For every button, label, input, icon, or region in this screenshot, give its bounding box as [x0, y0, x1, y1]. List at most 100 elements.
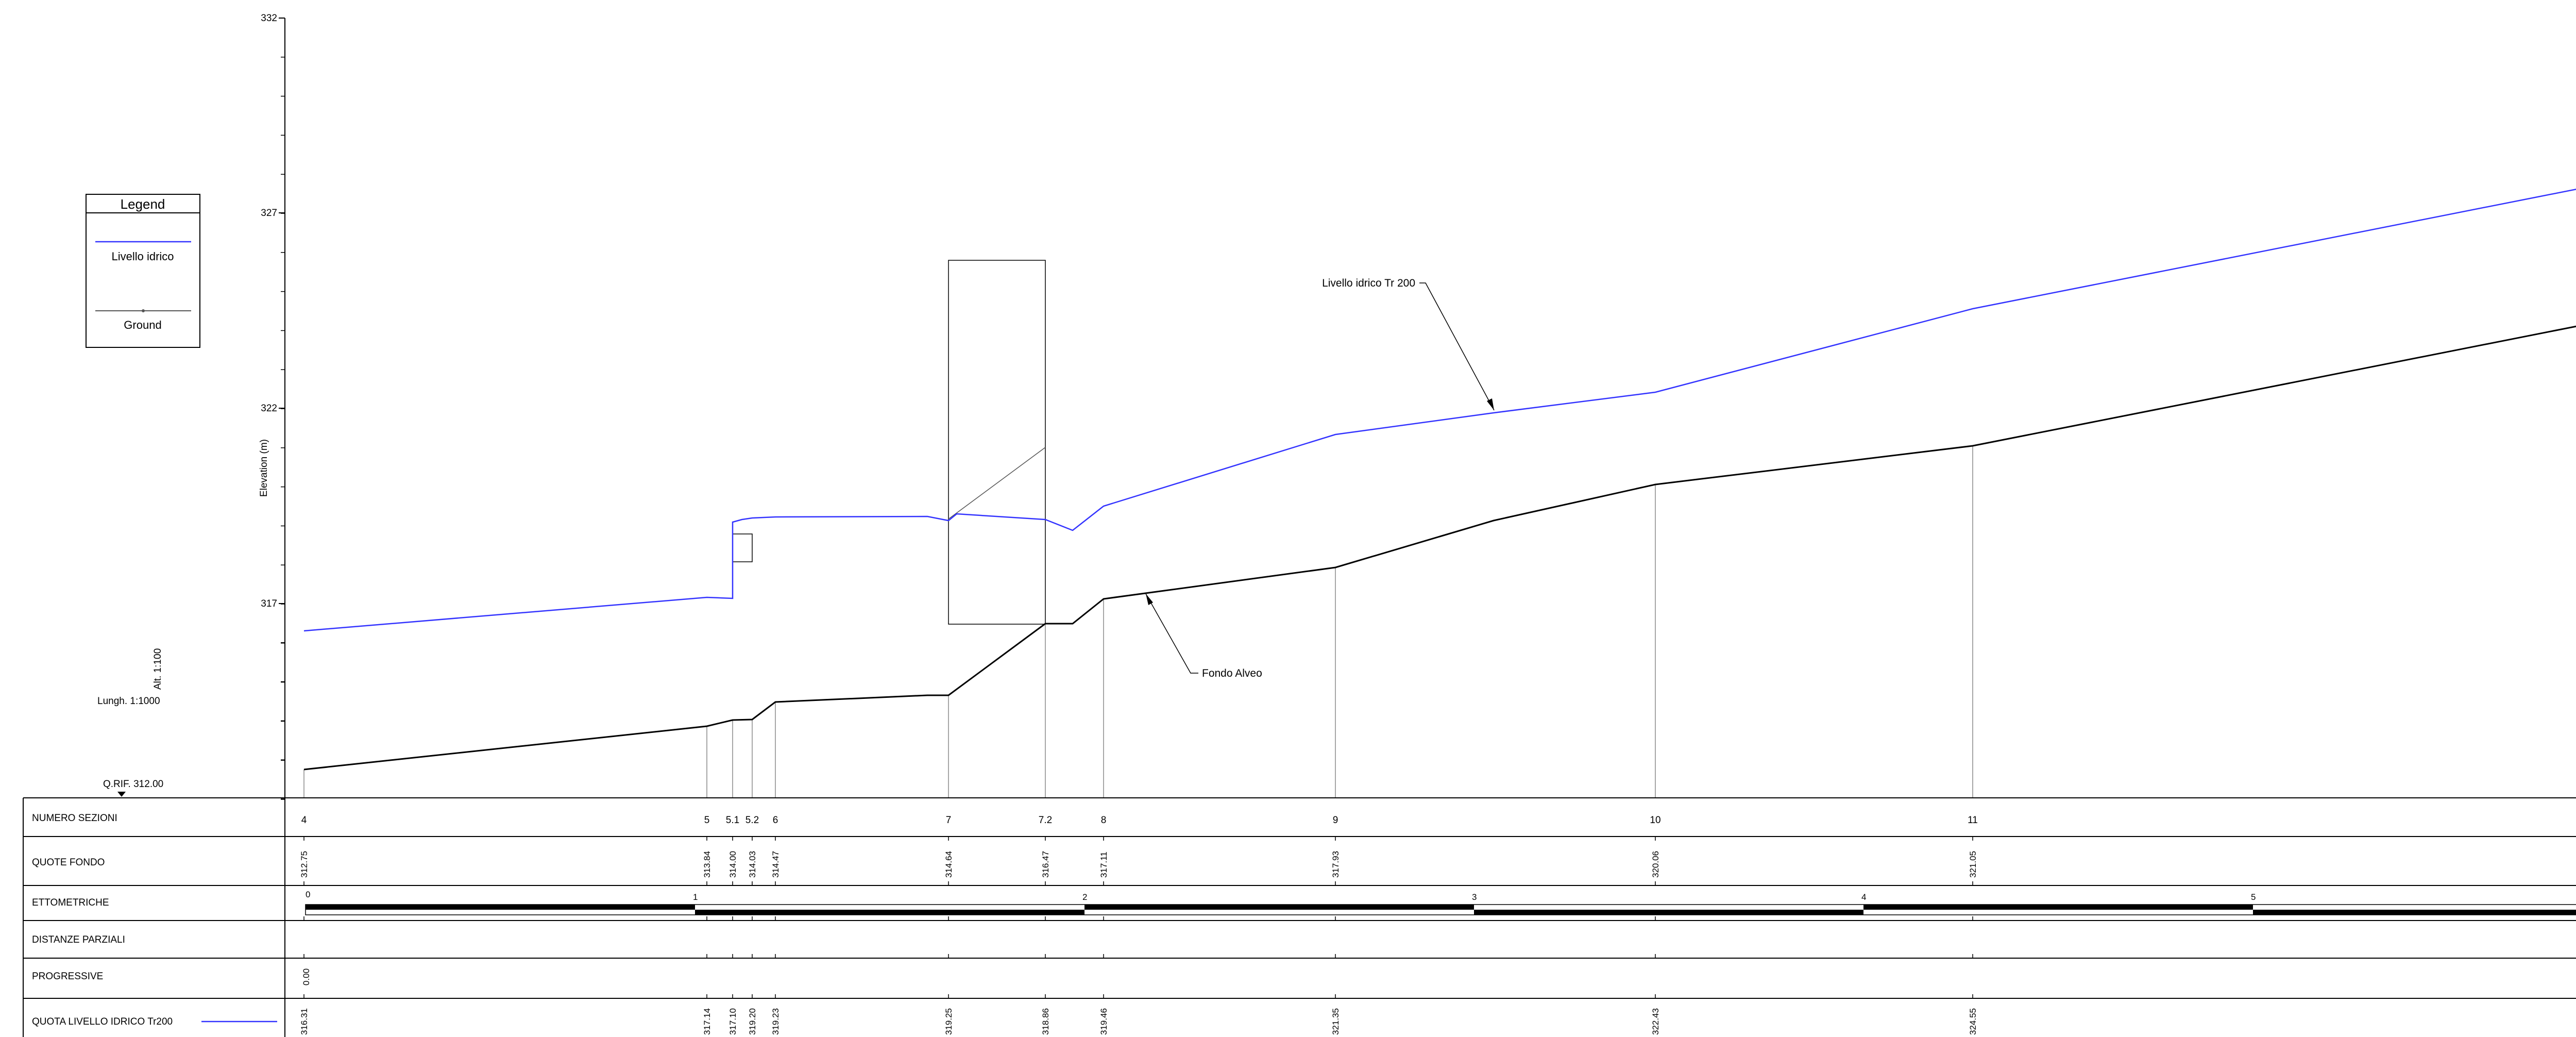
table-grid	[23, 797, 2576, 1037]
section-number: 10	[1650, 815, 1660, 826]
section-number: 11	[1968, 815, 1978, 826]
row-label-distanze-parziali: DISTANZE PARZIALI	[32, 934, 125, 945]
quota-fondo-value: 320.06	[1651, 851, 1660, 878]
section-column: 7 314.64 319.25	[944, 815, 954, 1035]
quota-fondo-value: 316.47	[1041, 851, 1050, 878]
section-number: 6	[773, 815, 778, 826]
reference-elevation-note: Q.RIF. 312.00	[103, 779, 163, 790]
section-column: 5.1 314.00 317.10	[726, 815, 739, 1035]
section-column: 4 312.75 316.31	[299, 815, 309, 1035]
legend-box	[86, 194, 200, 348]
bridge-structure	[948, 260, 1046, 625]
section-column: 10 320.06 322.43	[1650, 815, 1660, 1035]
quota-livello-value: 319.20	[748, 1008, 757, 1035]
ettometrica-label-5: 5	[2251, 892, 2256, 902]
annotations: Livello idrico Tr 200 Fondo Alveo	[1145, 277, 1495, 679]
legend-water-label: Livello idrico	[111, 250, 174, 263]
section-column: 8 317.11 319.46	[1099, 815, 1109, 1035]
legend-ground-label: Ground	[124, 319, 161, 331]
hectometre-scale-bar: 0 1 2 3 4 5	[305, 890, 2576, 915]
y-tick-label-327: 327	[261, 208, 277, 219]
quota-fondo-value: 317.11	[1099, 851, 1109, 878]
culvert-structure	[732, 533, 753, 562]
section-number: 9	[1333, 815, 1338, 826]
section-number: 7	[946, 815, 952, 826]
ettometrica-label-2: 2	[1082, 892, 1087, 902]
section-column: 6 314.47 319.23	[771, 815, 781, 1035]
table-row-labels: NUMERO SEZIONI QUOTE FONDO ETTOMETRICHE …	[32, 813, 173, 1027]
section-number: 5	[704, 815, 710, 826]
quota-livello-value: 319.25	[944, 1008, 954, 1035]
section-number: 8	[1101, 815, 1107, 826]
river-bed-line	[303, 325, 2576, 771]
y-major-ticks	[279, 18, 285, 604]
structures	[732, 260, 1046, 625]
quota-livello-value: 318.86	[1041, 1008, 1050, 1035]
section-column: 5 313.84 317.14	[702, 815, 712, 1035]
water-level-annotation: Livello idrico Tr 200	[1322, 277, 1415, 289]
quota-livello-value: 321.35	[1331, 1008, 1341, 1035]
ettometrica-label-4: 4	[1861, 892, 1866, 902]
section-number: 4	[301, 815, 307, 826]
quota-livello-value: 317.10	[728, 1008, 738, 1035]
section-column: 9 317.93 321.35	[1331, 815, 1341, 1035]
row-label-progressive: PROGRESSIVE	[32, 971, 103, 982]
y-tick-label-317: 317	[261, 598, 277, 609]
water-level-line	[303, 189, 2576, 632]
horizontal-scale-note: Lungh. 1:1000	[97, 696, 160, 707]
y-tick-label-322: 322	[261, 403, 277, 414]
river-bed-annotation: Fondo Alveo	[1202, 667, 1262, 679]
y-axis: 317 322 327 332 Elevation (m)	[259, 13, 285, 800]
row-label-numero-sezioni: NUMERO SEZIONI	[32, 813, 117, 824]
section-number: 7.2	[1039, 815, 1052, 826]
quota-livello-value: 319.46	[1099, 1008, 1109, 1035]
legend-title: Legend	[121, 196, 165, 212]
section-number: 5.2	[745, 815, 759, 826]
section-column: 7.2 316.47 318.86	[1039, 815, 1052, 1035]
water-level-leader	[1419, 282, 1495, 411]
scale-segment-4	[1863, 905, 2253, 910]
quota-fondo-value: 313.84	[702, 851, 712, 878]
progressive-value: 0.00	[301, 968, 311, 985]
vertical-scale-note: Alt. 1:100	[152, 648, 163, 690]
quota-fondo-value: 314.00	[728, 851, 738, 878]
scale-segment-3	[1474, 910, 1863, 915]
river-bed-leader	[1145, 593, 1198, 674]
quota-livello-value: 324.55	[1968, 1008, 1978, 1035]
section-cells: 4 312.75 316.31 5 313.84 317.14 5.1 314.00 317.1…	[299, 815, 1978, 1035]
progressive-cell: 0.00	[301, 968, 311, 985]
ettometrica-label-1: 1	[693, 892, 698, 902]
quota-livello-value: 322.43	[1651, 1008, 1660, 1035]
quota-fondo-value: 314.64	[944, 851, 954, 878]
section-lines	[303, 446, 1973, 798]
quota-fondo-value: 312.75	[299, 851, 309, 878]
legend: Legend Livello idrico Ground	[86, 194, 200, 348]
scale-segment-0	[306, 905, 695, 910]
reference-marker-icon	[117, 792, 126, 797]
quota-fondo-value: 321.05	[1968, 851, 1978, 878]
quota-fondo-value: 314.47	[771, 851, 781, 878]
section-column: 5.2 314.03 319.20	[745, 815, 759, 1035]
row-label-quota-livello: QUOTA LIVELLO IDRICO Tr200	[32, 1016, 173, 1027]
quota-fondo-value: 317.93	[1331, 851, 1341, 878]
quota-livello-value: 317.14	[702, 1008, 712, 1035]
ettometrica-label-3: 3	[1472, 892, 1477, 902]
bridge-diagonal	[948, 447, 1046, 520]
quota-livello-value: 319.23	[771, 1008, 781, 1035]
row-label-quote-fondo: QUOTE FONDO	[32, 857, 105, 868]
scale-segment-5	[2253, 910, 2576, 915]
y-axis-title: Elevation (m)	[259, 439, 269, 497]
river-bed-arrow-icon	[1146, 594, 1153, 605]
legend-ground-marker	[142, 309, 145, 312]
scale-segment-1	[695, 910, 1084, 915]
quota-livello-value: 316.31	[299, 1008, 309, 1035]
data-table: NUMERO SEZIONI QUOTE FONDO ETTOMETRICHE …	[23, 797, 2576, 1037]
water-level-arrow-icon	[1487, 398, 1494, 410]
scale-segment-2	[1084, 905, 1474, 910]
scale-notes: Alt. 1:100 Lungh. 1:1000 Q.RIF. 312.00	[97, 648, 163, 797]
ettometrica-label-0: 0	[306, 890, 310, 899]
section-number: 5.1	[726, 815, 739, 826]
section-column: 11 321.05 324.55	[1968, 815, 1978, 1035]
row-label-ettometriche: ETTOMETRICHE	[32, 897, 109, 908]
y-tick-label-332: 332	[261, 13, 277, 24]
